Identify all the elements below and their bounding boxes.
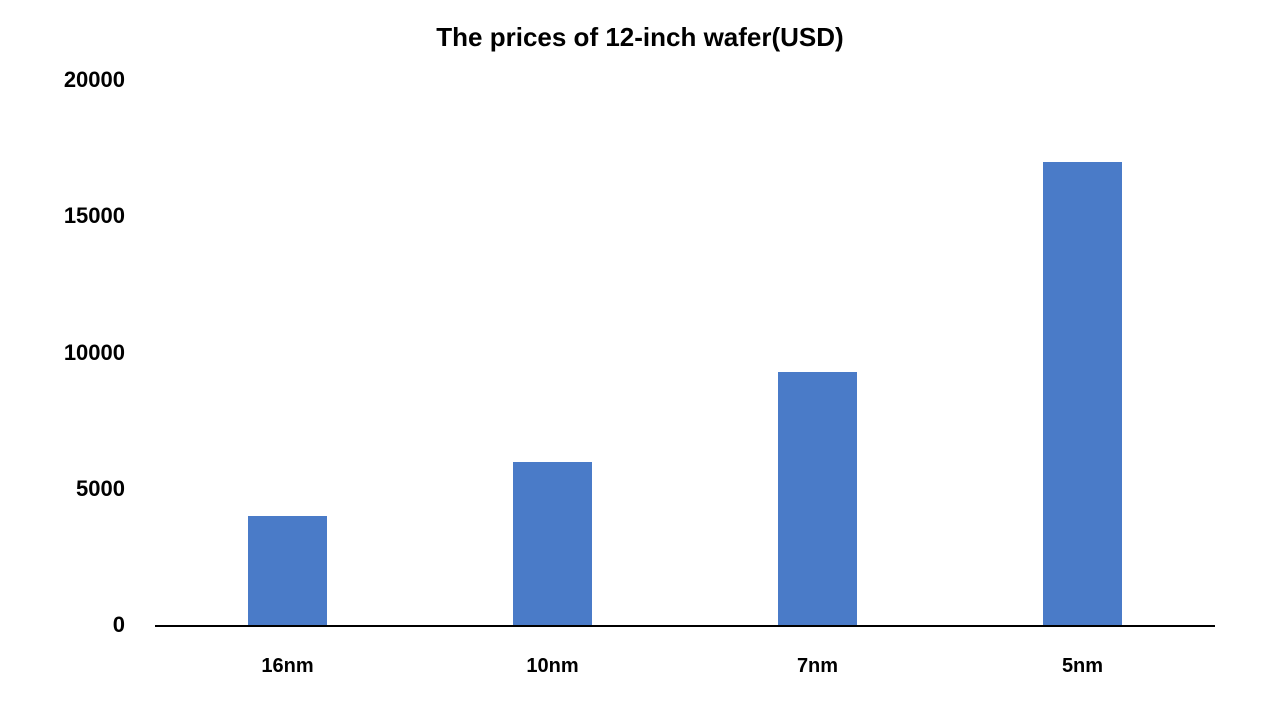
y-tick-label: 5000 (76, 476, 125, 502)
y-tick-label: 10000 (64, 340, 125, 366)
bar (248, 516, 328, 625)
bar (513, 462, 593, 626)
x-tick-label: 10nm (526, 655, 578, 678)
x-tick-label: 16nm (261, 655, 313, 678)
y-tick-label: 15000 (64, 203, 125, 229)
wafer-price-chart: The prices of 12-inch wafer(USD) 0 5000 10… (0, 0, 1280, 719)
bar (1043, 162, 1123, 625)
y-tick-label: 20000 (64, 67, 125, 93)
chart-title: The prices of 12-inch wafer(USD) (0, 22, 1280, 53)
x-tick-label: 5nm (1062, 655, 1103, 678)
plot-area (155, 80, 1215, 625)
bar (778, 372, 858, 625)
x-axis-line (155, 625, 1215, 627)
y-tick-label: 0 (113, 612, 125, 638)
x-tick-label: 7nm (797, 655, 838, 678)
